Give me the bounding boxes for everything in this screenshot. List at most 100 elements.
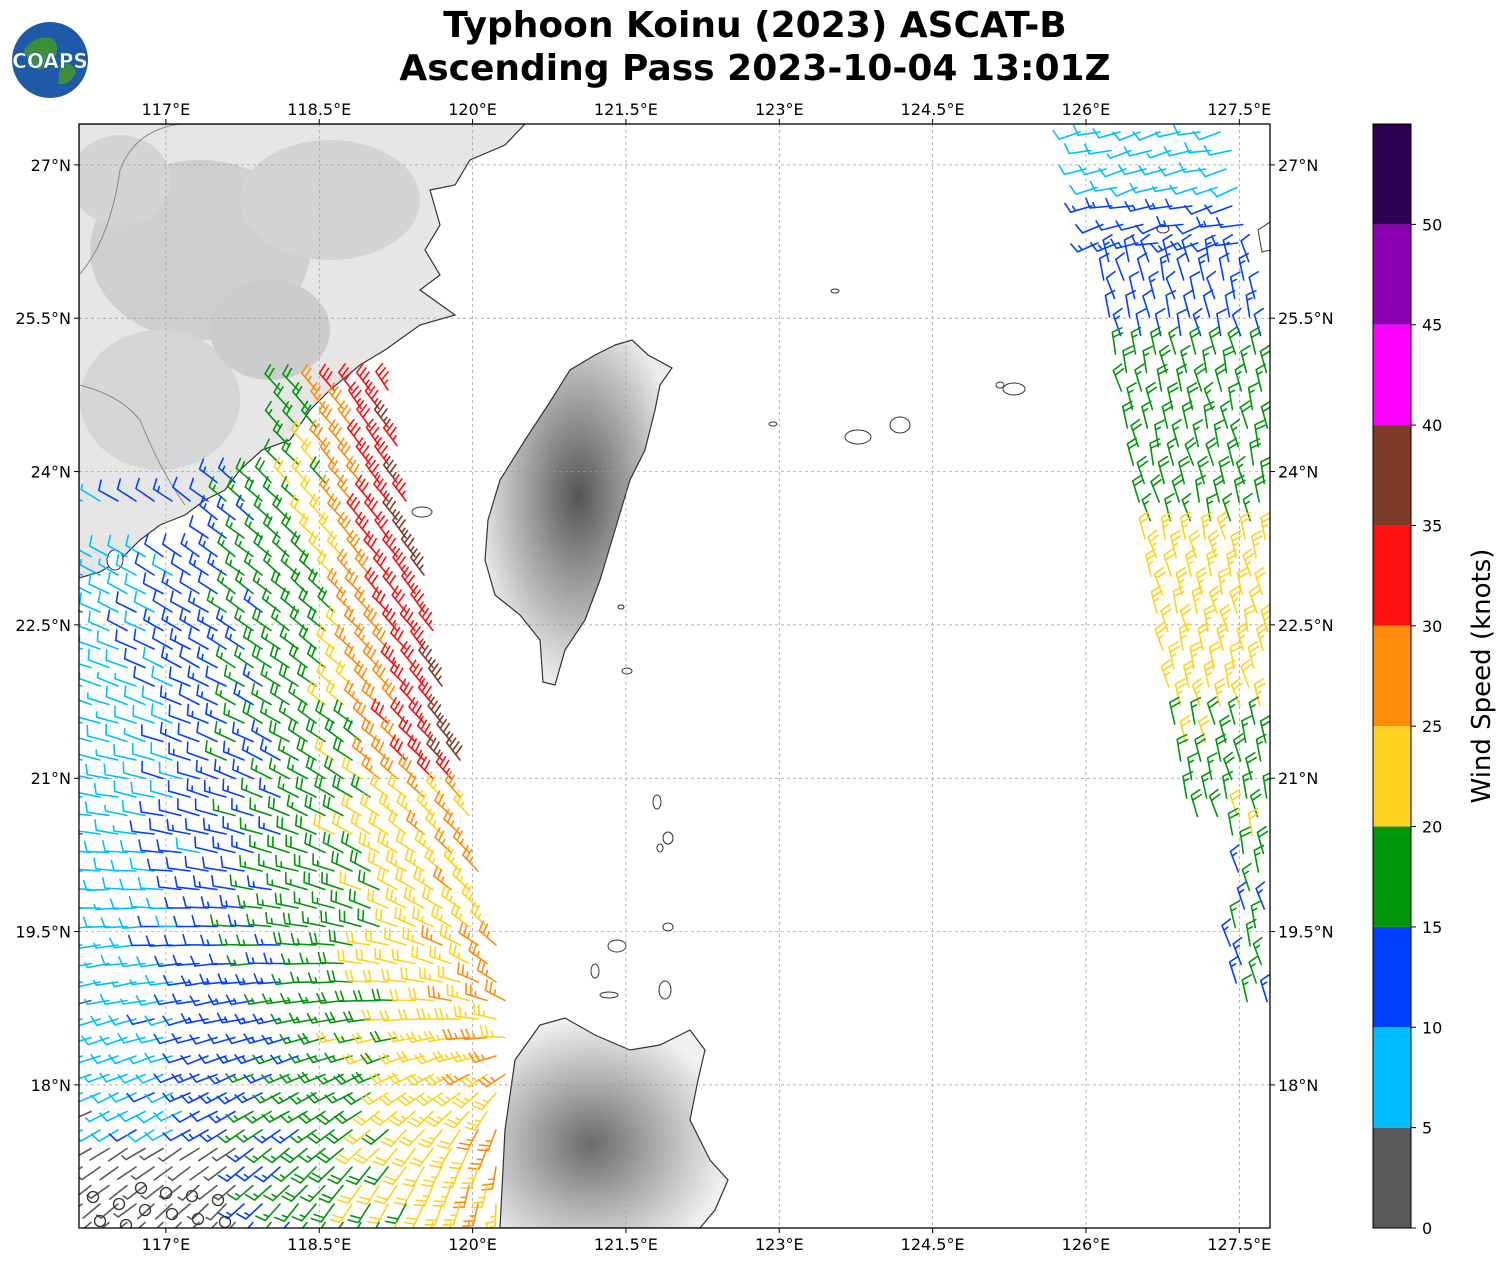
wind-barb <box>396 791 416 817</box>
wind-barb <box>277 738 299 761</box>
wind-barb <box>258 777 281 798</box>
wind-barb <box>1191 585 1204 614</box>
wind-barb <box>1253 307 1264 337</box>
wind-barb <box>387 773 407 798</box>
wind-barb <box>432 1050 461 1063</box>
wind-barb <box>1206 548 1219 577</box>
wind-barb <box>1226 548 1238 577</box>
wind-barb <box>216 495 236 521</box>
wind-barb <box>180 1129 209 1142</box>
wind-barb <box>1176 308 1188 337</box>
wind-barb <box>105 649 128 669</box>
wind-barb <box>1140 233 1151 263</box>
wind-barb <box>188 590 209 613</box>
wind-barb <box>356 400 371 428</box>
wind-barb <box>424 846 443 872</box>
wind-barb <box>282 912 308 928</box>
wind-barb <box>130 781 155 798</box>
wind-barb <box>1126 437 1139 466</box>
wind-barb <box>156 839 182 854</box>
wind-barb <box>330 889 353 909</box>
wind-barb <box>217 1166 245 1182</box>
wind-barb <box>140 1184 164 1200</box>
wind-barb <box>282 401 299 428</box>
wind-barb <box>327 1166 353 1185</box>
wind-barb <box>372 660 389 687</box>
wind-barb <box>90 1015 119 1027</box>
calm-circle <box>134 1181 148 1195</box>
wind-barb <box>129 1055 155 1065</box>
wind-barb <box>135 1073 164 1084</box>
wind-barb <box>161 571 182 595</box>
wind-barb <box>79 1018 101 1027</box>
wind-barb <box>242 700 263 724</box>
wind-barb <box>1170 240 1199 251</box>
wind-barb <box>225 1033 254 1045</box>
wind-barb <box>354 548 371 576</box>
wind-barb <box>339 870 362 891</box>
wind-barb <box>261 1110 290 1123</box>
wind-barb <box>471 1092 497 1111</box>
wind-barb <box>180 1092 209 1104</box>
colorbar-tick-label: 0 <box>1422 1219 1432 1238</box>
wind-barb <box>234 644 254 669</box>
wind-barb <box>137 877 164 891</box>
wind-barb <box>130 1166 155 1181</box>
wind-barb <box>369 1072 398 1085</box>
wind-barb <box>401 566 416 595</box>
wind-barb <box>79 1166 101 1181</box>
wind-barb <box>79 672 101 687</box>
wind-barb <box>1165 198 1193 210</box>
calm-circle <box>119 1218 133 1228</box>
wind-barb <box>378 791 398 817</box>
wind-barb <box>1221 918 1231 947</box>
wind-barb <box>1242 548 1254 577</box>
wind-barb <box>1122 345 1134 374</box>
wind-barb <box>358 869 380 891</box>
wind-barb <box>1208 788 1221 818</box>
wind-barb <box>353 1147 380 1165</box>
wind-barb <box>126 1014 155 1026</box>
wind-barb <box>308 1166 335 1183</box>
wind-barb <box>79 1055 101 1064</box>
wind-barb <box>443 808 461 835</box>
lon-tick-label-bottom: 117°E <box>142 1235 191 1254</box>
wind-barb <box>142 572 164 595</box>
wind-barb <box>180 1013 209 1024</box>
wind-barb <box>299 549 317 576</box>
wind-barb <box>271 1129 299 1144</box>
wind-barb <box>452 864 470 891</box>
wind-barb <box>146 858 173 872</box>
wind-barb <box>418 966 443 983</box>
wind-barb <box>125 534 146 558</box>
wind-barb <box>442 1203 461 1226</box>
wind-barb <box>1183 289 1194 318</box>
wind-barb <box>310 1203 335 1223</box>
lon-tick-label-top: 126°E <box>1062 100 1111 119</box>
wind-barb <box>444 1110 470 1129</box>
wind-barb <box>233 682 254 706</box>
wind-barb <box>113 780 137 798</box>
wind-barb <box>430 1221 434 1228</box>
wind-barb <box>418 604 434 632</box>
wind-barb <box>165 857 191 872</box>
wind-barb <box>384 927 407 946</box>
wind-barb <box>1197 622 1210 651</box>
wind-barb <box>372 623 389 650</box>
wind-barb <box>79 868 101 872</box>
wind-barb <box>84 801 110 817</box>
wind-barb <box>366 888 389 909</box>
wind-barb <box>106 571 128 595</box>
wind-barb <box>324 1011 353 1024</box>
wind-barb <box>373 474 389 502</box>
wind-barb <box>225 514 245 539</box>
wind-barb <box>1192 130 1221 141</box>
wind-barb <box>234 1054 263 1065</box>
wind-barb <box>133 665 155 687</box>
wind-barb <box>435 752 452 780</box>
wind-barb <box>431 904 452 928</box>
wind-barb <box>393 1184 416 1206</box>
wind-barb <box>253 494 272 521</box>
wind-barb <box>420 1166 443 1188</box>
wind-barb <box>1254 419 1266 448</box>
